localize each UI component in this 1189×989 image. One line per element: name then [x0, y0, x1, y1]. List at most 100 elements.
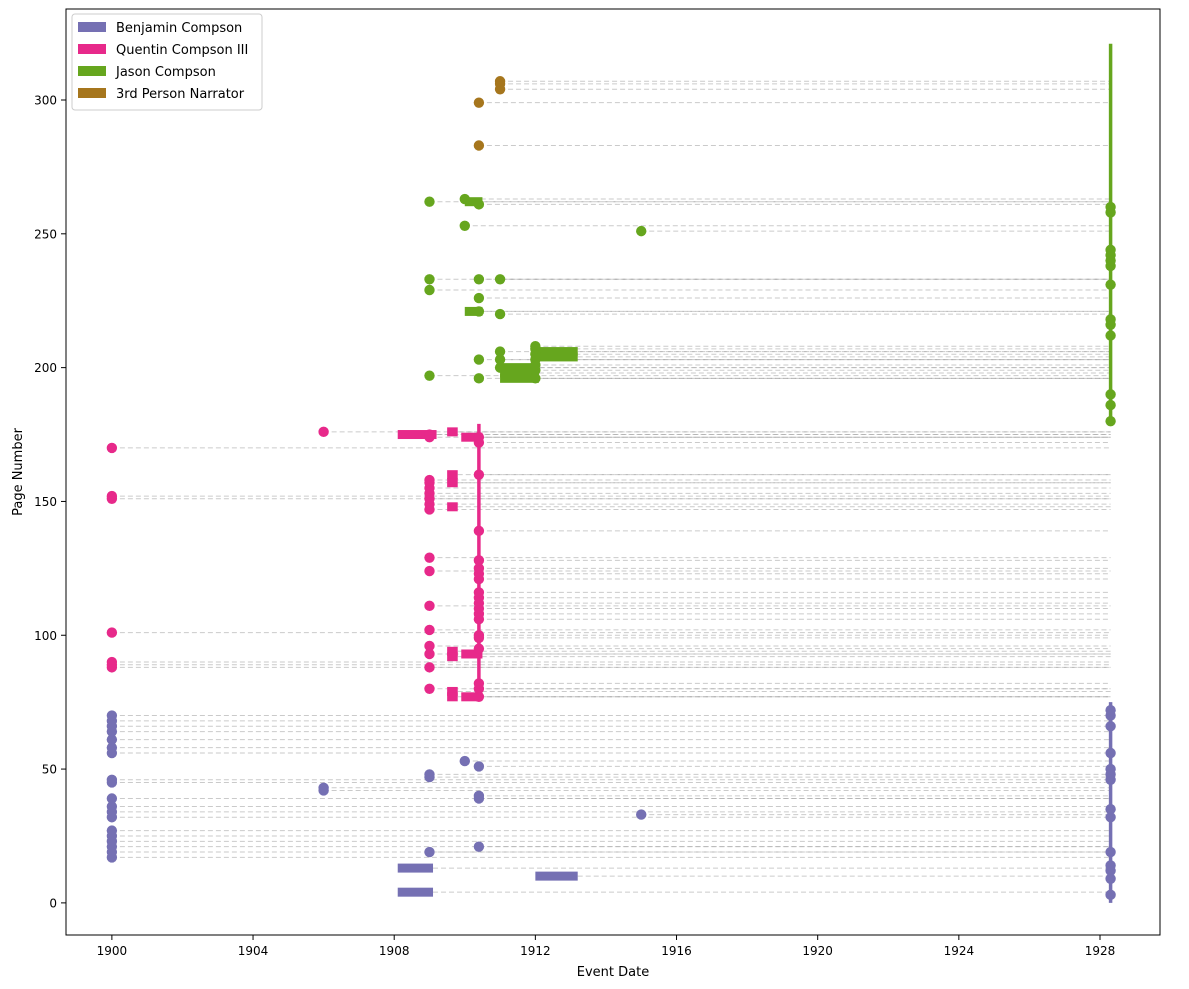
date-range-1-4 — [447, 502, 458, 512]
point-1-24 — [424, 429, 435, 440]
point-0-36 — [1105, 804, 1116, 815]
legend-label-0: Benjamin Compson — [116, 21, 242, 36]
point-1-10 — [424, 648, 435, 660]
date-range-1-9 — [447, 692, 458, 702]
point-0-11 — [106, 774, 118, 785]
legend-label-3: 3rd Person Narrator — [116, 87, 245, 102]
date-range-0-0 — [397, 863, 434, 873]
point-1-39 — [473, 563, 485, 574]
points-layer — [106, 76, 1116, 901]
point-2-7 — [473, 354, 485, 365]
point-0-20 — [318, 782, 329, 794]
x-tick-label-1: 1904 — [238, 944, 269, 958]
x-tick-label-7: 1928 — [1085, 944, 1116, 958]
x-axis-label: Event Date — [577, 965, 649, 980]
point-2-1 — [424, 284, 435, 296]
date-range-2-6 — [535, 352, 578, 362]
point-0-33 — [1105, 860, 1116, 871]
point-2-30 — [1105, 314, 1116, 325]
point-2-13 — [494, 354, 506, 365]
point-0-5 — [106, 825, 118, 836]
point-2-15 — [494, 308, 506, 320]
point-0-9 — [106, 793, 118, 804]
point-2-24 — [636, 225, 647, 237]
point-0-18 — [106, 710, 118, 721]
point-3-0 — [473, 140, 485, 151]
x-tick-label-6: 1924 — [944, 944, 975, 958]
y-tick-label-3: 150 — [34, 495, 57, 509]
point-1-25 — [473, 691, 485, 703]
point-1-8 — [424, 683, 435, 694]
point-0-31 — [1105, 873, 1116, 884]
point-2-6 — [473, 373, 485, 384]
date-range-2-5 — [535, 347, 578, 357]
legend-swatch-0 — [78, 22, 106, 32]
point-2-26 — [1105, 399, 1116, 411]
point-2-0 — [424, 370, 435, 381]
point-1-30 — [473, 630, 485, 641]
date-range-1-10 — [461, 692, 479, 702]
y-tick-label-0: 0 — [49, 896, 57, 910]
point-1-28 — [473, 643, 485, 654]
point-1-9 — [424, 662, 435, 673]
date-range-2-2 — [500, 363, 539, 373]
point-0-23 — [424, 769, 435, 780]
point-2-4 — [459, 220, 470, 231]
point-1-12 — [424, 624, 435, 636]
point-2-2 — [424, 274, 435, 285]
date-range-0-2 — [535, 871, 578, 881]
point-0-30 — [1105, 889, 1116, 901]
point-0-13 — [106, 742, 118, 753]
point-0-24 — [459, 755, 470, 767]
point-0-21 — [424, 846, 435, 858]
y-tick-label-2: 100 — [34, 629, 57, 643]
date-range-1-2 — [447, 470, 458, 480]
point-2-28 — [1105, 330, 1116, 341]
point-2-9 — [473, 292, 485, 304]
point-1-22 — [424, 474, 435, 486]
date-range-2-3 — [500, 368, 539, 378]
point-0-40 — [1105, 747, 1116, 759]
x-axis: 1900 1904 1908 1912 1916 1920 1924 1928 — [97, 935, 1116, 958]
point-1-6 — [106, 442, 118, 454]
point-0-43 — [1105, 704, 1116, 716]
point-0-29 — [636, 809, 647, 820]
legend-label-1: Quentin Compson III — [116, 43, 248, 58]
point-2-31 — [1105, 279, 1116, 290]
legend: Benjamin Compson Quentin Compson III Jason… — [71, 13, 263, 111]
date-range-1-6 — [447, 652, 458, 662]
legend-box — [71, 13, 263, 111]
date-range-1-5 — [447, 646, 458, 656]
point-1-44 — [473, 432, 485, 443]
point-0-39 — [1105, 763, 1116, 775]
plot-frame — [65, 8, 1161, 936]
x-tick-label-4: 1916 — [661, 944, 692, 958]
point-0-28 — [473, 761, 485, 772]
y-tick-label-5: 250 — [34, 227, 57, 241]
point-2-23 — [530, 341, 541, 352]
point-1-36 — [473, 587, 485, 598]
point-0-14 — [106, 734, 118, 745]
point-1-40 — [473, 555, 485, 566]
point-0-35 — [1105, 812, 1116, 823]
point-2-25 — [1105, 415, 1116, 427]
date-ranges-layer — [397, 197, 578, 897]
point-0-34 — [1105, 846, 1116, 858]
point-1-42 — [473, 469, 485, 480]
x-tick-label-0: 1900 — [97, 944, 128, 958]
x-tick-label-2: 1908 — [379, 944, 410, 958]
point-2-27 — [1105, 389, 1116, 400]
point-0-27 — [473, 790, 485, 802]
legend-swatch-2 — [78, 66, 106, 76]
y-tick-label-1: 50 — [42, 763, 57, 777]
x-tick-label-5: 1920 — [802, 944, 833, 958]
point-2-3 — [424, 196, 435, 207]
point-2-8 — [473, 306, 485, 317]
point-0-41 — [1105, 721, 1116, 732]
x-tick-label-3: 1912 — [520, 944, 551, 958]
date-range-1-11 — [461, 432, 483, 442]
point-2-5 — [459, 193, 470, 205]
point-1-41 — [473, 525, 485, 537]
point-0-8 — [106, 801, 118, 812]
